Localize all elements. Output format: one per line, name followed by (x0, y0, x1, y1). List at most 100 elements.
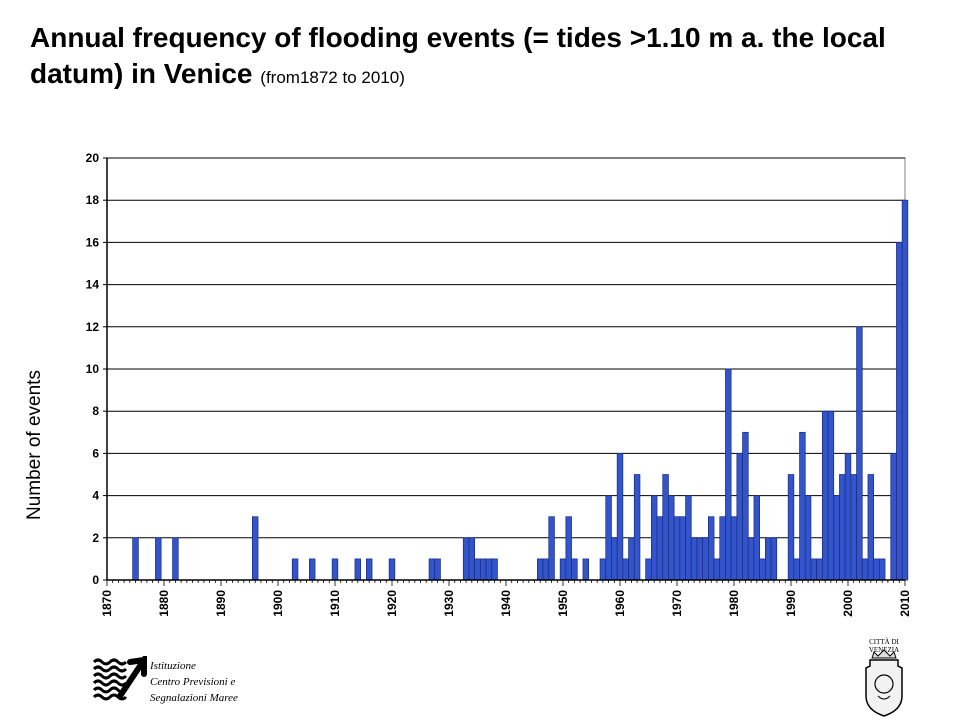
bar-1948 (548, 516, 555, 581)
chart-subtitle: (from1872 to 2010) (260, 68, 405, 87)
bar-2010 (901, 199, 909, 581)
bar-2009 (896, 242, 903, 581)
bar-1973 (690, 537, 698, 581)
bar-2006 (878, 558, 886, 581)
bar-1962 (628, 537, 635, 581)
x-tick-label: 1870 (100, 590, 114, 617)
bar-2002 (856, 326, 863, 581)
bar-1959 (611, 537, 618, 581)
bar-1960 (616, 453, 624, 581)
bar-1979 (725, 368, 732, 581)
bar-1969 (668, 495, 675, 581)
y-tick-label: 16 (86, 235, 100, 249)
bar-1996 (821, 410, 829, 581)
bar-1965 (645, 558, 652, 581)
bar-1971 (679, 516, 686, 581)
x-tick-label: 1960 (613, 590, 627, 617)
x-tick-label: 1980 (727, 590, 741, 617)
bar-1975 (702, 537, 709, 581)
x-tick-label: 2000 (841, 590, 855, 617)
x-tick-label: 1920 (385, 590, 399, 617)
x-tick-label: 1950 (556, 590, 570, 617)
x-tick-label: 1890 (214, 590, 228, 617)
x-tick-label: 1930 (442, 590, 456, 617)
crest-shield-icon (865, 649, 903, 717)
bar-1950 (559, 558, 567, 581)
y-tick-label: 4 (92, 489, 99, 503)
bar-1984 (753, 495, 761, 581)
bar-1972 (685, 495, 692, 581)
bar-1981 (736, 453, 743, 581)
x-tick-label: 1970 (670, 590, 684, 617)
bar-1938 (491, 558, 498, 581)
bar-1995 (816, 558, 823, 581)
x-tick-label: 2010 (898, 590, 912, 617)
bar-1934 (468, 537, 476, 581)
bar-1957 (599, 558, 607, 581)
bar-1903 (291, 558, 299, 581)
bar-1952 (571, 558, 578, 581)
bar-1935 (474, 558, 481, 581)
logo-line-1: Istituzione (150, 660, 196, 672)
bar-1928 (434, 558, 441, 581)
bar-1991 (793, 558, 800, 581)
bar-1968 (662, 474, 669, 581)
bar-1896 (252, 516, 259, 581)
bar-1916 (366, 558, 373, 581)
waves-arrow-icon (92, 650, 147, 701)
bar-1961 (622, 558, 629, 581)
bar-1879 (155, 537, 162, 581)
bar-1933 (462, 537, 470, 581)
y-tick-label: 8 (92, 404, 99, 418)
y-tick-label: 2 (92, 531, 99, 545)
y-tick-label: 10 (86, 362, 100, 376)
bar-1875 (132, 537, 139, 581)
bar-1946 (536, 558, 544, 581)
bar-1967 (656, 516, 664, 581)
bar-1982 (742, 431, 749, 581)
bar-2001 (850, 474, 857, 581)
crest-line-1: CITTÀ DI (869, 638, 899, 646)
bar-1974 (696, 537, 704, 581)
bar-2003 (861, 558, 869, 581)
bar-1997 (827, 410, 835, 581)
bar-1985 (759, 558, 766, 581)
x-tick-label: 1880 (157, 590, 171, 617)
logo-line-2: Centro Previsioni e (150, 676, 236, 688)
x-tick-label: 1900 (271, 590, 285, 617)
bar-1994 (810, 558, 818, 581)
bar-1947 (542, 558, 550, 581)
x-tick-label: 1910 (328, 590, 342, 617)
logo-line-3: Segnalazioni Maree (150, 692, 238, 704)
bar-2005 (873, 558, 880, 581)
bar-1914 (354, 558, 362, 581)
bar-1977 (713, 558, 721, 581)
bar-1998 (833, 495, 840, 581)
bar-1966 (650, 495, 658, 581)
chart-title-main: Annual frequency of flooding events (= t… (30, 22, 886, 89)
y-tick-label: 20 (86, 151, 100, 165)
bar-1976 (707, 516, 715, 581)
x-tick-label: 1990 (784, 590, 798, 617)
bar-1990 (787, 474, 795, 581)
bar-1936 (480, 558, 487, 581)
bar-1906 (309, 558, 316, 581)
bar-1992 (799, 431, 806, 581)
bar-1958 (605, 495, 612, 581)
bar-1999 (839, 474, 846, 581)
y-tick-label: 0 (92, 573, 99, 587)
bar-1954 (582, 558, 590, 581)
bar-2008 (890, 453, 897, 581)
icpsm-logo: Istituzione Centro Previsioni e Segnalaz… (90, 650, 300, 716)
bar-1978 (719, 516, 726, 581)
icpsm-logo-text: Istituzione Centro Previsioni e Segnalaz… (150, 658, 238, 706)
bar-1882 (172, 537, 179, 581)
bar-1910 (331, 558, 339, 581)
bar-1927 (428, 558, 436, 581)
y-tick-label: 14 (86, 278, 100, 292)
flood-frequency-chart: 0 2 4 6 8 10 12 14 16 18 20 1870 1880 1890 1900 1910 192… (86, 151, 912, 617)
bar-2000 (844, 453, 852, 581)
y-tick-label: 12 (86, 320, 100, 334)
y-tick-label: 18 (86, 193, 100, 207)
chart-title: Annual frequency of flooding events (= t… (30, 20, 950, 96)
